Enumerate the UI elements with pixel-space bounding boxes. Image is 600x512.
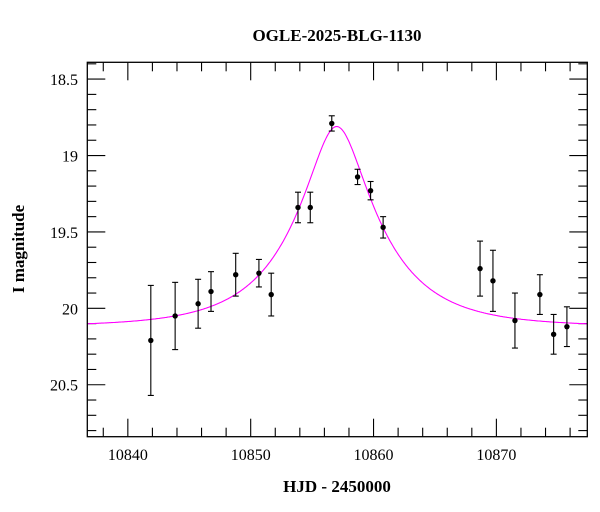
y-tick-label: 18.5 <box>50 72 78 89</box>
y-axis-label: I magnitude <box>9 204 28 293</box>
x-tick-label: 10860 <box>354 447 394 464</box>
data-point <box>147 284 154 396</box>
data-marker <box>367 187 374 194</box>
model-curve <box>87 126 588 325</box>
data-marker <box>550 331 557 338</box>
x-tick-label: 10850 <box>231 447 271 464</box>
data-point <box>511 292 518 349</box>
data-point <box>232 252 239 297</box>
axis-ticks <box>87 62 588 437</box>
data-point <box>208 271 215 312</box>
data-marker <box>148 337 154 344</box>
data-marker <box>268 291 274 298</box>
data-point <box>536 274 543 315</box>
data-point <box>489 249 496 312</box>
y-tick-label: 19.5 <box>50 225 78 242</box>
data-marker <box>172 313 178 319</box>
data-marker <box>233 272 239 278</box>
y-tick-label: 20.5 <box>50 378 78 395</box>
data-point <box>307 191 314 224</box>
x-tick-label: 10840 <box>108 447 148 464</box>
data-marker <box>564 323 570 330</box>
y-tick-label: 19 <box>62 149 78 166</box>
data-point <box>268 272 275 317</box>
data-point <box>172 281 179 351</box>
plot-frame <box>86 61 588 438</box>
data-points <box>147 115 570 396</box>
data-marker <box>490 278 496 284</box>
data-point <box>563 306 570 348</box>
data-point <box>380 216 387 239</box>
data-marker <box>295 204 301 211</box>
data-point <box>550 313 557 355</box>
data-marker <box>307 204 313 211</box>
chart-title: OGLE-2025-BLG-1130 <box>252 26 421 45</box>
data-point <box>367 180 374 201</box>
data-marker <box>477 265 483 272</box>
data-marker <box>512 317 518 324</box>
tick-labels: 10840 10850 10860 10870 18.5 19 19.5 20 20.5 <box>50 72 516 464</box>
data-point <box>255 258 262 288</box>
y-tick-label: 20 <box>62 301 78 318</box>
data-point <box>354 168 361 186</box>
x-axis-label: HJD - 2450000 <box>283 477 391 496</box>
data-point <box>477 240 484 297</box>
data-marker <box>195 301 201 307</box>
data-marker <box>208 288 214 295</box>
data-marker <box>329 120 335 127</box>
data-point <box>294 191 301 224</box>
data-marker <box>256 270 262 276</box>
data-marker <box>354 174 361 180</box>
data-point <box>328 115 335 132</box>
data-marker <box>380 224 386 231</box>
x-tick-label: 10870 <box>476 447 516 464</box>
data-point <box>195 278 202 329</box>
data-marker <box>537 291 543 298</box>
